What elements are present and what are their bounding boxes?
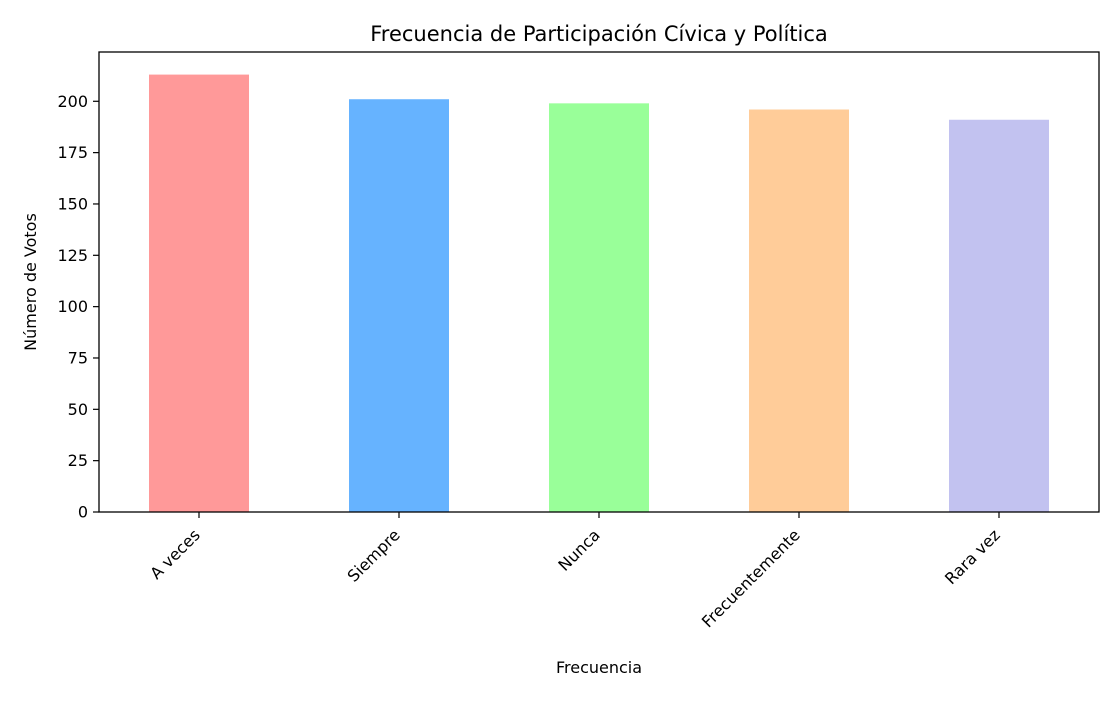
x-tick-label: A veces	[146, 525, 204, 583]
y-tick-label: 150	[57, 194, 88, 213]
y-tick-label: 50	[68, 400, 88, 419]
bars-layer	[149, 74, 1049, 513]
y-tick-label: 200	[57, 92, 88, 111]
x-tick-label: Siempre	[344, 525, 404, 585]
x-tick-label: Nunca	[554, 525, 603, 574]
y-tick-label: 100	[57, 297, 88, 316]
plot-frame	[98, 51, 1100, 513]
y-axis: 0 25 50 75 100 125 150 175 200	[57, 92, 99, 522]
x-tick-label: Rara vez	[941, 525, 1004, 588]
x-axis: A veces Siempre Nunca Frecuentemente Rara ve…	[146, 512, 1004, 631]
y-axis-title: Número de Votos	[21, 213, 40, 351]
bar-nunca	[549, 103, 649, 512]
y-tick-label: 175	[57, 143, 88, 162]
y-tick-label: 75	[68, 348, 88, 367]
bar-rara-vez	[949, 119, 1049, 513]
y-tick-label: 0	[78, 503, 88, 522]
y-tick-label: 125	[57, 246, 88, 265]
chart-title: Frecuencia de Participación Cívica y Pol…	[370, 22, 828, 46]
bar-a-veces	[149, 74, 249, 512]
x-tick-label: Frecuentemente	[698, 525, 804, 631]
y-tick-label: 25	[68, 451, 88, 470]
bar-siempre	[349, 99, 449, 512]
bar-frecuentemente	[749, 109, 849, 512]
x-axis-title: Frecuencia	[556, 658, 642, 677]
